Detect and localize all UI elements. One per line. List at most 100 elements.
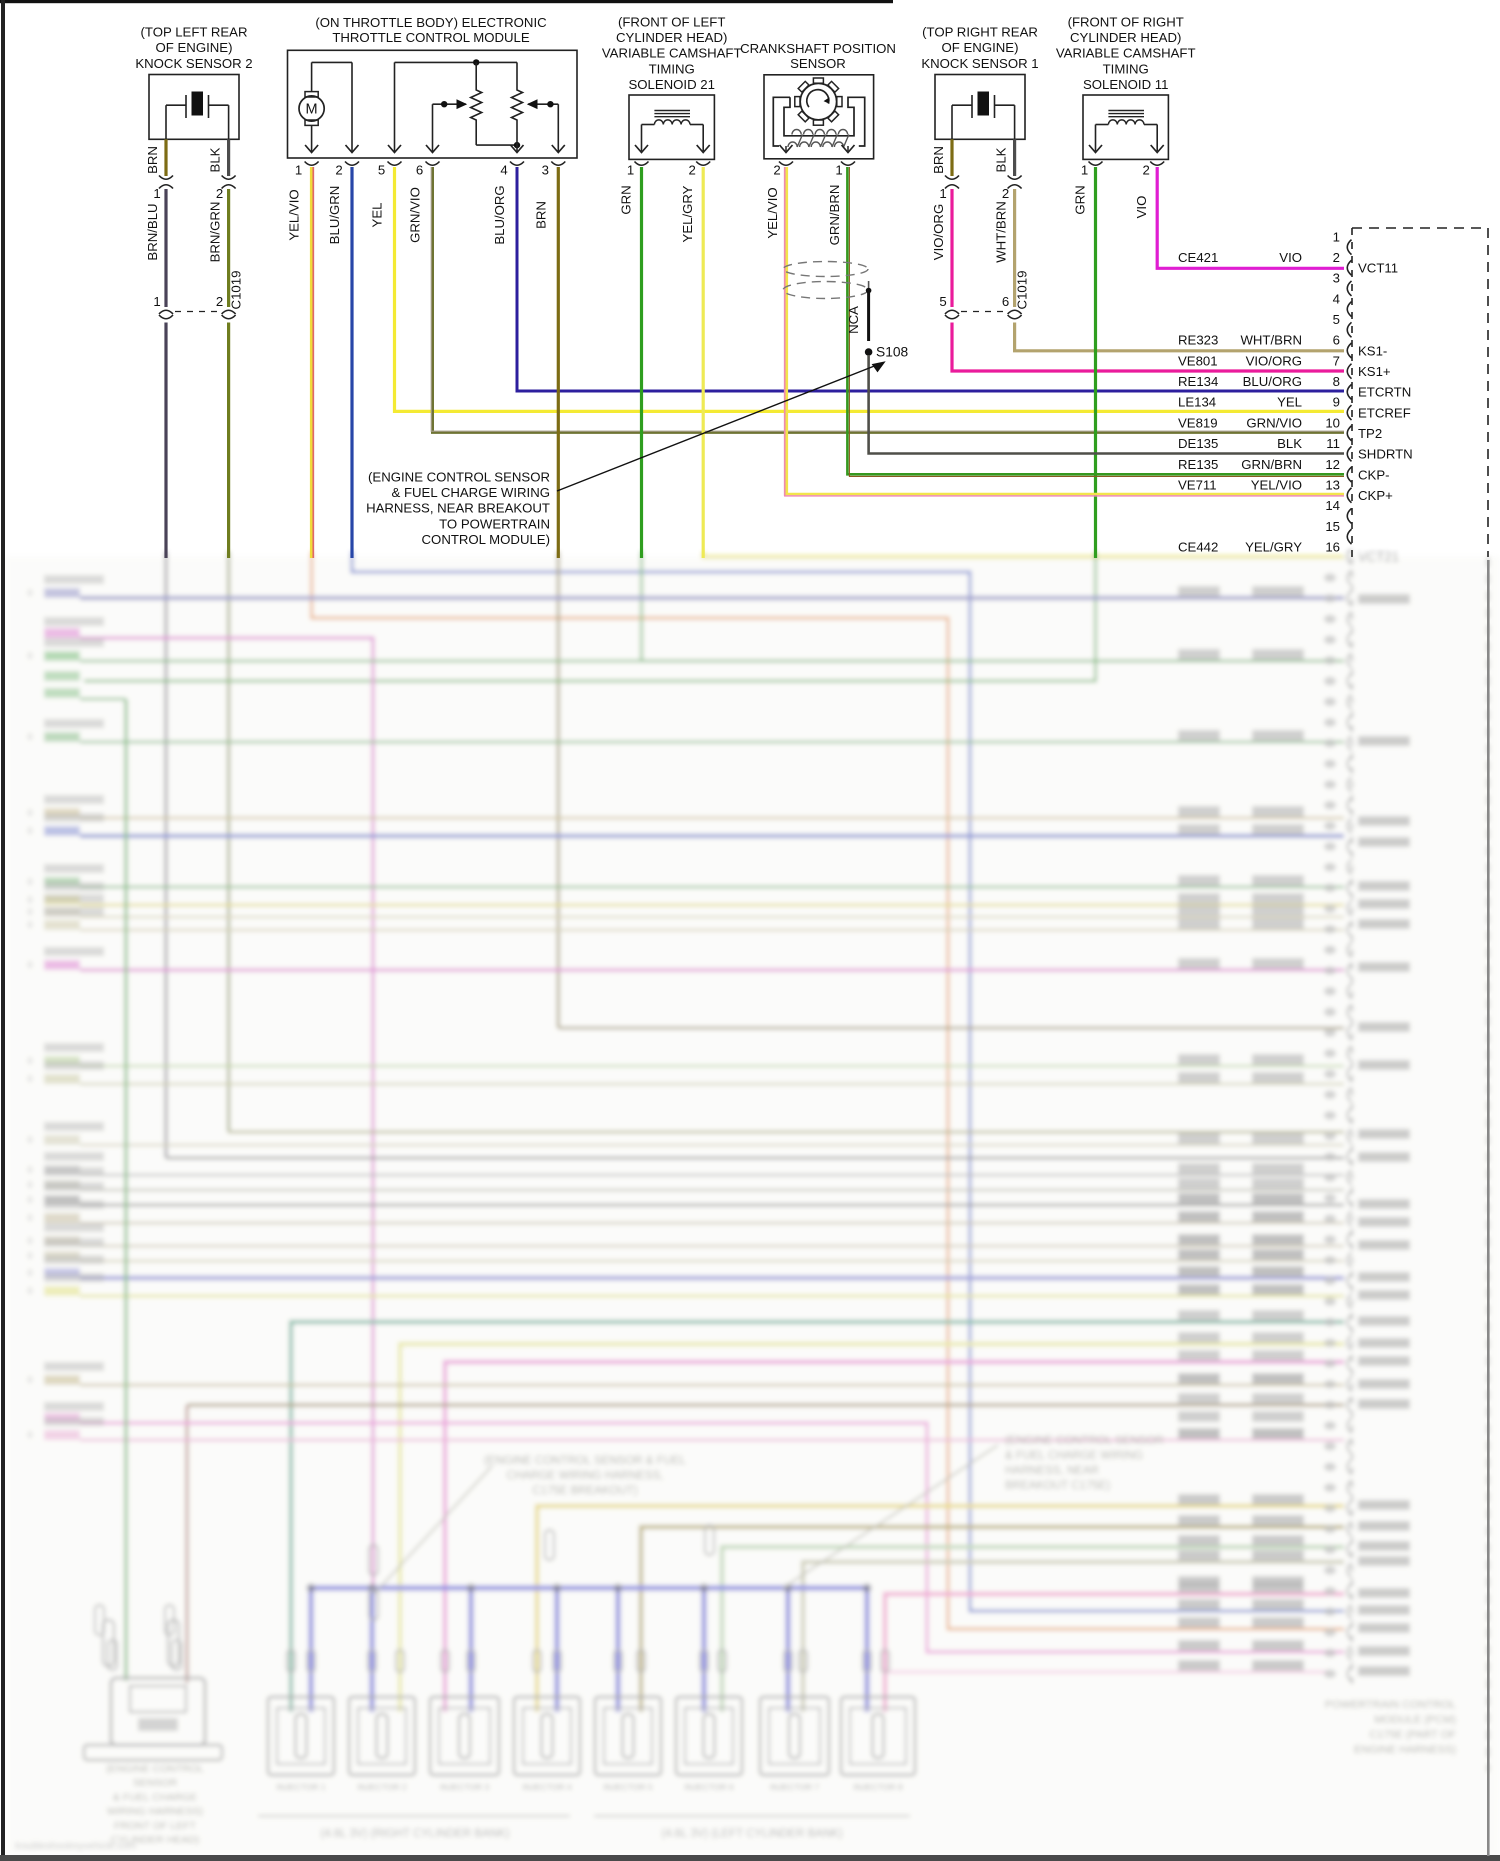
svg-text:2: 2 (1333, 250, 1340, 265)
svg-text:8: 8 (27, 1056, 32, 1066)
svg-text:8: 8 (27, 826, 32, 836)
svg-text:9: 9 (1333, 395, 1340, 410)
svg-text:INJECTOR 6: INJECTOR 6 (684, 1782, 734, 1792)
svg-text:3: 3 (542, 163, 549, 178)
svg-text:2: 2 (216, 294, 223, 309)
svg-text:(4.6L 3V) (RIGHT CYLINDER BANK: (4.6L 3V) (RIGHT CYLINDER BANK) (320, 1828, 509, 1840)
svg-text:VARIABLE CAMSHAFT: VARIABLE CAMSHAFT (602, 46, 742, 61)
svg-text:1: 1 (295, 163, 302, 178)
svg-text:BRN: BRN (931, 146, 946, 174)
svg-text:(TOP LEFT REAR: (TOP LEFT REAR (141, 25, 248, 40)
svg-text:8: 8 (27, 895, 32, 905)
svg-text:GRN/BRN: GRN/BRN (827, 185, 842, 246)
svg-text:WIRING HARNESS): WIRING HARNESS) (107, 1806, 203, 1818)
svg-text:8: 8 (27, 1213, 32, 1223)
svg-text:TO POWERTRAIN: TO POWERTRAIN (439, 516, 550, 531)
svg-text:YEL: YEL (1277, 395, 1302, 410)
svg-text:8: 8 (27, 877, 32, 887)
svg-text:VIO/ORG: VIO/ORG (931, 204, 946, 260)
svg-text:BLK: BLK (994, 147, 1009, 172)
svg-text:1: 1 (1333, 229, 1340, 244)
svg-text:YEL/VIO: YEL/VIO (1251, 477, 1302, 492)
svg-text:VIO: VIO (1279, 250, 1302, 265)
svg-text:8: 8 (27, 1236, 32, 1246)
svg-text:4: 4 (1333, 291, 1340, 306)
svg-text:(ENGINE CONTROL SENSOR & FUEL: (ENGINE CONTROL SENSOR & FUEL (484, 1455, 687, 1467)
svg-text:BLU/GRN: BLU/GRN (327, 186, 342, 245)
svg-text:8: 8 (27, 1165, 32, 1175)
svg-text:OF ENGINE): OF ENGINE) (156, 40, 233, 55)
svg-text:SOLENOID 11: SOLENOID 11 (1083, 77, 1169, 92)
svg-text:(ENGINE CONTROL SENSOR: (ENGINE CONTROL SENSOR (1005, 1435, 1164, 1447)
svg-text:VE711: VE711 (1178, 477, 1217, 492)
svg-text:1: 1 (153, 186, 160, 201)
svg-text:SENSOR: SENSOR (133, 1777, 178, 1789)
svg-text:RE135: RE135 (1178, 457, 1218, 472)
svg-text:INJECTOR 5: INJECTOR 5 (603, 1782, 653, 1792)
svg-text:HARNESS, NEAR BREAKOUT: HARNESS, NEAR BREAKOUT (366, 501, 550, 516)
svg-text:CHARGE WIRING HARNESS,: CHARGE WIRING HARNESS, (506, 1470, 663, 1482)
svg-text:BRN/GRN: BRN/GRN (208, 202, 223, 263)
svg-text:BRN: BRN (145, 146, 160, 174)
svg-text:6: 6 (1333, 333, 1340, 348)
svg-text:INJECTOR 4: INJECTOR 4 (522, 1782, 572, 1792)
svg-text:8: 8 (27, 588, 32, 598)
svg-text:11: 11 (1326, 436, 1340, 451)
svg-text:WHT/BRN: WHT/BRN (1240, 333, 1302, 348)
svg-text:YEL/GRY: YEL/GRY (680, 185, 695, 242)
svg-text:ETCREF: ETCREF (1358, 405, 1411, 420)
svg-text:VE819: VE819 (1178, 415, 1218, 430)
svg-text:GRN/VIO: GRN/VIO (408, 187, 423, 243)
svg-text:(FRONT OF LEFT: (FRONT OF LEFT (618, 15, 725, 30)
svg-text:CYLINDER HEAD): CYLINDER HEAD) (111, 1834, 200, 1846)
svg-text:13: 13 (1325, 477, 1340, 492)
svg-text:BLU/ORG: BLU/ORG (1243, 374, 1302, 389)
svg-text:CONTROL MODULE): CONTROL MODULE) (422, 532, 550, 547)
svg-text:10: 10 (1325, 415, 1340, 430)
svg-text:SHDRTN: SHDRTN (1358, 447, 1413, 462)
svg-text:CKP+: CKP+ (1358, 488, 1393, 503)
svg-text:VCT21: VCT21 (1358, 550, 1399, 565)
svg-text:3: 3 (1333, 271, 1340, 286)
svg-text:KNOCK SENSOR 1: KNOCK SENSOR 1 (921, 56, 1038, 71)
svg-text:5: 5 (939, 294, 946, 309)
svg-text:1: 1 (1081, 163, 1088, 178)
svg-text:GRN/BRN: GRN/BRN (1241, 457, 1302, 472)
svg-text:BLU/ORG: BLU/ORG (492, 185, 507, 244)
svg-text:troubleshootmyvehicle.com: troubleshootmyvehicle.com (15, 1841, 136, 1852)
svg-text:1: 1 (835, 163, 842, 178)
svg-text:(4.6L 3V) (LEFT CYLINDER BANK): (4.6L 3V) (LEFT CYLINDER BANK) (661, 1828, 843, 1840)
svg-text:GRN: GRN (619, 185, 634, 214)
svg-text:2: 2 (216, 186, 223, 201)
svg-text:& FUEL CHARGE WIRING: & FUEL CHARGE WIRING (391, 485, 550, 500)
svg-text:8: 8 (27, 1180, 32, 1190)
svg-text:7: 7 (1333, 353, 1340, 368)
svg-text:SOLENOID 21: SOLENOID 21 (628, 77, 715, 92)
svg-text:2: 2 (1143, 163, 1150, 178)
svg-text:KS1-: KS1- (1358, 343, 1387, 358)
svg-text:8: 8 (27, 1268, 32, 1278)
svg-text:8: 8 (27, 1074, 32, 1084)
svg-text:1: 1 (627, 163, 634, 178)
svg-text:BLK: BLK (1277, 436, 1302, 451)
svg-text:INJECTOR 2: INJECTOR 2 (357, 1782, 407, 1792)
svg-text:14: 14 (1325, 498, 1340, 513)
svg-text:8: 8 (27, 1135, 32, 1145)
svg-text:CYLINDER HEAD): CYLINDER HEAD) (1070, 30, 1181, 45)
svg-text:ENGINE HARNESS): ENGINE HARNESS) (1354, 1744, 1456, 1756)
svg-text:8: 8 (27, 1251, 32, 1261)
svg-text:4: 4 (500, 163, 507, 178)
svg-text:TP2: TP2 (1358, 426, 1382, 441)
svg-text:CRANKSHAFT POSITION: CRANKSHAFT POSITION (740, 41, 896, 56)
svg-text:OF ENGINE): OF ENGINE) (942, 40, 1019, 55)
svg-text:VARIABLE CAMSHAFT: VARIABLE CAMSHAFT (1056, 46, 1196, 61)
svg-text:2: 2 (773, 163, 780, 178)
svg-text:KNOCK SENSOR 2: KNOCK SENSOR 2 (135, 56, 252, 71)
svg-text:8: 8 (1333, 374, 1340, 389)
svg-text:VIO: VIO (1134, 196, 1149, 219)
svg-text:CKP-: CKP- (1358, 467, 1390, 482)
svg-text:CE421: CE421 (1178, 250, 1218, 265)
svg-text:SENSOR: SENSOR (790, 56, 846, 71)
svg-text:TIMING: TIMING (1103, 61, 1149, 76)
svg-text:8: 8 (27, 651, 32, 661)
